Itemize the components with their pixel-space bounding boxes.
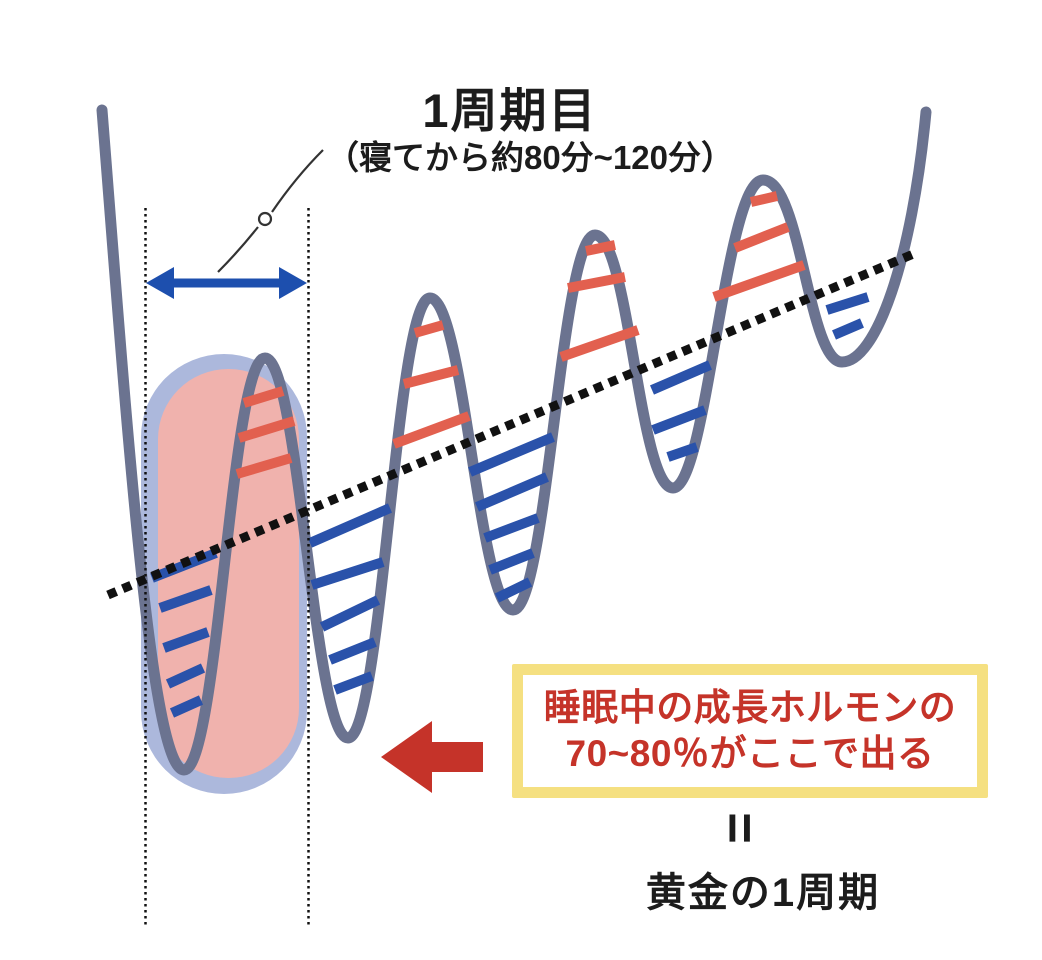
cycle-boundary-lines: [144, 208, 310, 928]
growth-hormone-arrow: [381, 721, 483, 793]
golden-cycle-label: 黄金の1周期: [645, 871, 881, 915]
rem-sleep-bars: [235, 191, 806, 479]
diagram-title: 1周期目: [422, 84, 598, 137]
deep-sleep-bars: [150, 292, 870, 718]
equals-symbol: =: [709, 812, 770, 844]
diagram-subtitle: （寝てから約80分~120分）: [325, 139, 735, 176]
callout-box-line2: 70~80％がここで出る: [565, 733, 935, 774]
callout-box-line1: 睡眠中の成長ホルモンの: [543, 686, 957, 728]
cycle-span-arrow: [146, 267, 307, 299]
sleep-wave-curve: [96, 104, 932, 776]
callout-leader-line: [217, 149, 324, 273]
rem-threshold-dotted-line: [106, 247, 920, 600]
growth-hormone-callout-box: 睡眠中の成長ホルモンの 70~80％がここで出る: [512, 664, 988, 798]
